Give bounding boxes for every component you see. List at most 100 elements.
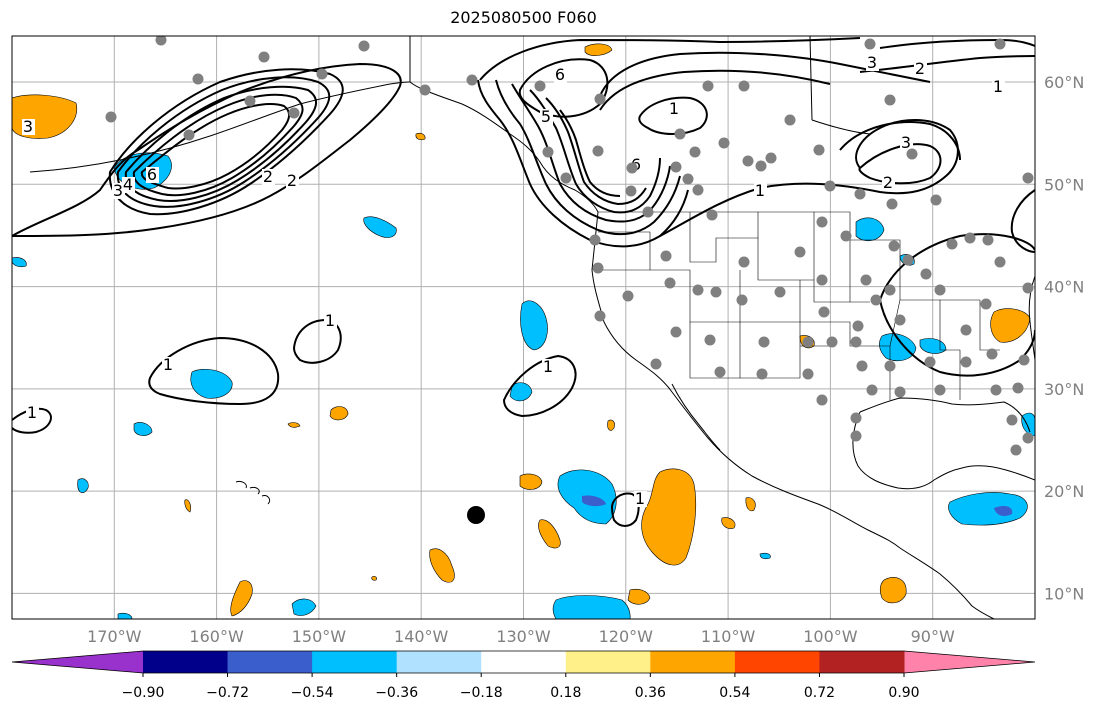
colorbar-tick-label: 0.18 [550,685,581,701]
station-marker [1012,382,1024,394]
negative-anomaly-region [291,598,317,616]
longitude-label: 170°W [87,627,142,646]
station-marker [706,209,718,221]
contour-line [559,109,621,197]
contour-line [610,492,640,527]
contour-line [479,37,861,81]
contour-label: 4 [123,175,133,194]
station-marker [934,284,946,296]
station-marker [714,366,726,378]
station-marker [840,230,852,242]
station-marker [244,95,256,107]
longitude-label: 140°W [394,627,449,646]
longitude-label: 130°W [496,627,551,646]
contour-label: 2 [883,173,893,192]
station-marker [626,162,638,174]
contour-line [599,69,831,111]
contour-line [879,38,1035,49]
station-marker [258,51,270,63]
station-marker [924,356,936,368]
station-marker [850,336,862,348]
contour-label: 1 [993,77,1003,96]
station-marker [824,180,836,192]
station-marker [986,348,998,360]
positive-anomaly-region [415,132,426,141]
positive-anomaly-region [538,519,561,549]
map-gridlines [12,36,1035,619]
station-marker [466,74,478,86]
colorbar-tick-label: −0.72 [206,685,249,701]
positive-anomaly-region [371,576,377,581]
positive-anomaly-region [287,422,301,428]
station-marker [710,286,722,298]
contour-line [108,68,344,216]
station-marker [856,360,868,372]
center-marker [467,506,485,524]
latitude-label: 20°N [1044,482,1084,501]
station-marker [718,137,730,149]
station-marker [765,152,777,164]
colorbar-segment [312,651,398,673]
station-marker [642,206,654,218]
station-marker [826,336,838,348]
station-marker [1018,354,1030,366]
contour-label: 3 [867,53,877,72]
station-marker [860,274,872,286]
colorbar-tick-label: −0.54 [291,685,334,701]
station-marker [906,148,918,160]
station-marker [946,238,958,250]
latitude-label: 40°N [1044,278,1084,297]
positive-anomaly-region [721,517,736,529]
station-marker [884,284,896,296]
station-marker [542,146,554,158]
contour-line [124,85,317,202]
positive-anomaly-region [230,580,253,617]
map-panel: 111111112222333345666 [11,35,1036,620]
station-marker [1022,172,1034,184]
colorbar-tick-label: −0.18 [460,685,503,701]
station-marker [622,290,634,302]
map-title: 2025080500 F060 [450,8,597,27]
negative-anomaly-region [855,217,885,242]
station-marker [994,38,1006,50]
contour-label: 6 [147,165,157,184]
positive-anomaly-region [879,577,907,604]
contour-line [839,121,961,161]
station-marker [802,368,814,380]
colorbar-tick-label: 0.54 [719,685,750,701]
contour-line [1010,189,1035,253]
contour-line [140,103,290,190]
station-marker [155,36,167,46]
colorbar: −0.90 −0.72 −0.54 −0.36 −0.18 0.18 0.36 0.54 0.7… [11,650,1036,701]
positive-anomaly-region [745,497,756,512]
station-marker [888,240,900,252]
station-marker [594,93,606,105]
station-marker [894,386,906,398]
station-marker [738,80,750,92]
negative-anomaly-region [994,506,1013,516]
coastline-alaska [409,36,599,213]
positive-anomaly-region [184,499,191,513]
contour-label: 2 [915,59,925,78]
coastlines [29,36,1035,619]
map-frame [11,35,1036,620]
station-marker [920,268,932,280]
positive-anomaly-region [627,588,651,605]
coastline-aleutians [29,81,411,173]
station-marker [960,324,972,336]
longitude-label: 100°W [803,627,858,646]
longitude-label: 90°W [911,627,955,646]
contour-line [495,79,681,236]
negative-anomaly-region [363,216,397,238]
contour-line [545,97,647,206]
positive-anomaly-region [607,419,615,431]
contour-line [511,83,671,223]
station-marker [736,294,748,306]
colorbar-segment [734,651,820,673]
contour-label: 1 [543,357,553,376]
station-marker [592,145,604,157]
station-marker [419,84,431,96]
contour-label: 1 [325,311,335,330]
station-marker [288,107,300,119]
contour-line [132,93,304,197]
